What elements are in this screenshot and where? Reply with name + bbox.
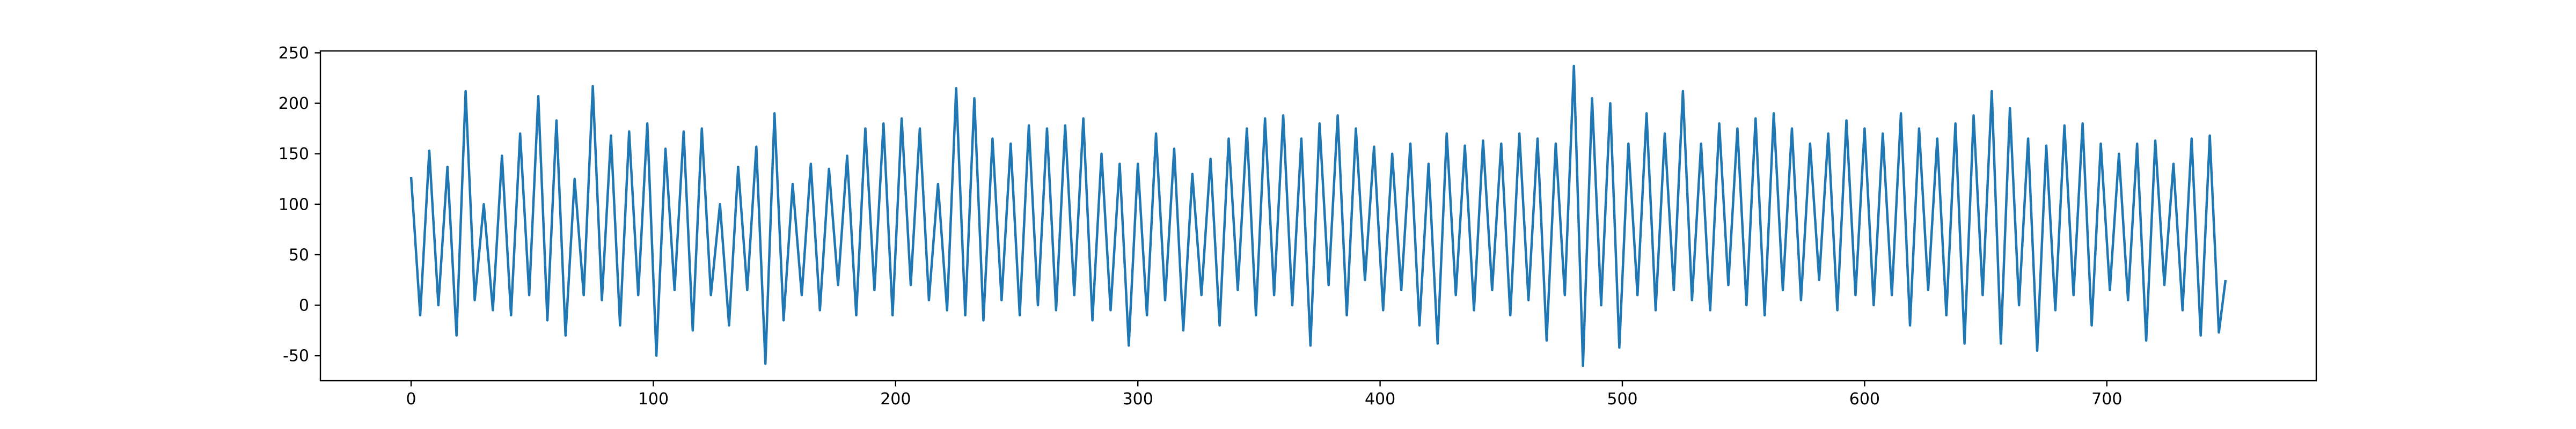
y-tick-label: 250: [279, 44, 309, 63]
x-tick-label: 300: [1123, 390, 1153, 409]
y-tick-label: 50: [289, 246, 309, 264]
plot-frame: [319, 50, 2317, 382]
y-tick-label: 100: [279, 195, 309, 214]
x-tick-label: 600: [1849, 390, 1880, 409]
plot-background: [320, 51, 2316, 381]
x-tick-label: 100: [638, 390, 669, 409]
x-tick-label: 200: [880, 390, 911, 409]
data-line: [409, 64, 2227, 367]
x-tick-label: 0: [406, 390, 416, 409]
y-tick-label: -50: [283, 347, 309, 366]
y-tick-label: 0: [299, 297, 309, 315]
x-tick-label: 500: [1607, 390, 1637, 409]
y-tick-label: 200: [279, 94, 309, 113]
y-tick-label: 150: [279, 145, 309, 164]
x-tick-label: 700: [2091, 390, 2122, 409]
x-tick-label: 400: [1365, 390, 1395, 409]
